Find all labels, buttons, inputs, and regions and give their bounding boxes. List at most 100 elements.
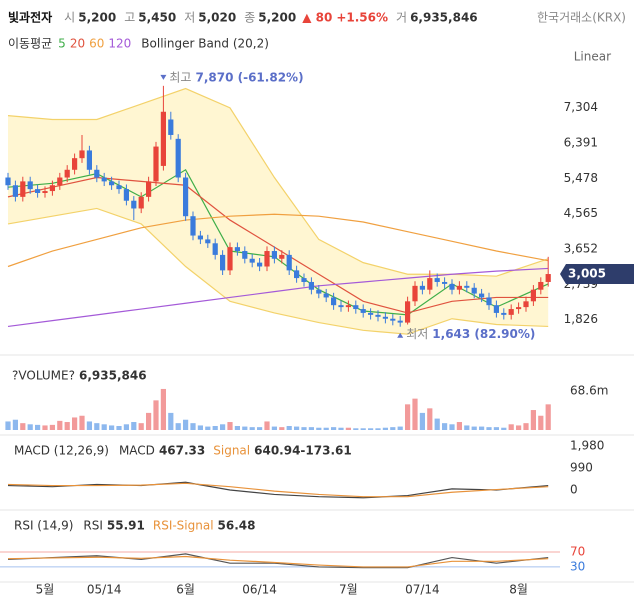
volume-bar <box>523 423 529 430</box>
y-tick-label: 990 <box>570 461 593 475</box>
bollinger-fill <box>8 88 549 335</box>
candle-body <box>20 181 26 197</box>
volume-bar <box>382 427 388 430</box>
annotation-label: 최저 <box>406 327 428 341</box>
legend-entry: 60 <box>89 37 104 51</box>
candle-body <box>427 278 433 290</box>
candle-body <box>271 251 277 259</box>
candle-body <box>35 189 41 193</box>
candle-body <box>94 169 100 178</box>
x-tick-label: 07/14 <box>405 583 440 597</box>
candle-body <box>242 251 248 259</box>
y-tick-label: 3,652 <box>564 242 598 256</box>
volume-bar <box>279 427 285 430</box>
candle-body <box>434 278 440 282</box>
volume-bar <box>286 426 292 430</box>
volume-bar <box>508 424 514 430</box>
scale-button[interactable]: Linear <box>574 50 611 64</box>
volume-bar <box>271 426 277 430</box>
y-tick-label: 30 <box>570 559 585 573</box>
legend-entry: Signal <box>213 444 250 458</box>
legend-entry: RSI <box>83 519 103 533</box>
candle-body <box>508 309 514 315</box>
x-tick-label: 6월 <box>176 583 195 597</box>
volume-bar <box>338 427 344 430</box>
candle-body <box>412 285 418 302</box>
annotation-text: 1,643 (82.90%) <box>432 327 535 341</box>
volume-bar <box>501 427 507 430</box>
candle-body <box>419 285 425 290</box>
candle-body <box>175 138 181 178</box>
y-tick-label: 7,304 <box>564 100 598 114</box>
volume-bar <box>345 427 351 430</box>
ma-line <box>7 213 549 268</box>
exchange: 한국거래소(KRX) <box>537 11 626 25</box>
open: 5,200 <box>78 11 116 25</box>
candle-body <box>331 297 337 306</box>
volume-bar <box>449 424 455 430</box>
volume-bar <box>86 421 92 430</box>
volume-bar <box>27 424 33 430</box>
volume-bar <box>12 419 18 430</box>
indicator-line <box>7 481 549 499</box>
candle-body <box>138 196 144 209</box>
volume-bar <box>72 417 78 430</box>
candle-body <box>360 309 366 313</box>
volume-bar <box>138 423 144 430</box>
last-price-label: 3,005 <box>568 267 606 281</box>
candle-body <box>72 158 78 170</box>
legend-entry: 5 <box>58 37 66 51</box>
volume-bar <box>234 426 240 430</box>
candle-body <box>471 287 477 294</box>
panel-title: MACD (12,26,9) <box>14 444 109 458</box>
candle-body <box>42 191 48 193</box>
x-tick-label: 05/14 <box>87 583 122 597</box>
volume-bar <box>42 425 48 430</box>
series-value: 56.48 <box>218 519 256 533</box>
candle-body <box>516 307 522 310</box>
volume-bar <box>175 423 181 430</box>
candle-body <box>286 254 292 271</box>
candle-body <box>64 169 70 178</box>
annotation-marker <box>397 332 404 338</box>
candle-body <box>205 239 211 244</box>
volume-bar <box>35 424 41 430</box>
volume-bar <box>146 412 152 430</box>
volume-bar <box>427 408 433 430</box>
volume-bar <box>545 404 551 430</box>
y-tick-label: 1,980 <box>570 439 604 453</box>
volume-bar <box>131 422 137 430</box>
volume-bar <box>94 423 100 430</box>
candle-body <box>397 320 403 323</box>
panel-title: RSI (14,9) <box>14 519 73 533</box>
volume-bar <box>530 410 536 430</box>
candle-body <box>493 305 499 313</box>
series-value: 640.94-173.61 <box>254 444 352 458</box>
candle-body <box>464 285 470 288</box>
volume-bar <box>479 426 485 430</box>
candle-body <box>168 119 174 135</box>
annotation-text: 7,870 (-61.82%) <box>195 70 303 84</box>
candle-body <box>212 243 218 255</box>
high: 5,450 <box>138 11 176 25</box>
label: 고 <box>124 11 135 25</box>
candle-body <box>57 177 63 186</box>
candle-body <box>12 185 18 197</box>
annotation-marker <box>160 74 167 80</box>
label: 거 <box>396 11 407 25</box>
volume-bar <box>353 428 359 430</box>
volume-bar <box>101 424 107 430</box>
candle-body <box>264 251 270 267</box>
close: 5,200 <box>258 11 296 25</box>
volume-bar <box>212 426 218 430</box>
bollinger-lower <box>7 207 549 335</box>
volume-bar <box>197 425 203 430</box>
volume-bar <box>390 427 396 430</box>
series-value: 55.91 <box>107 519 145 533</box>
volume-bar <box>57 420 63 430</box>
candle-body <box>301 278 307 282</box>
volume-bar <box>205 426 211 430</box>
y-tick-label: 68.6m <box>570 383 608 397</box>
candle-body <box>530 289 536 302</box>
volume-bar <box>493 427 499 430</box>
